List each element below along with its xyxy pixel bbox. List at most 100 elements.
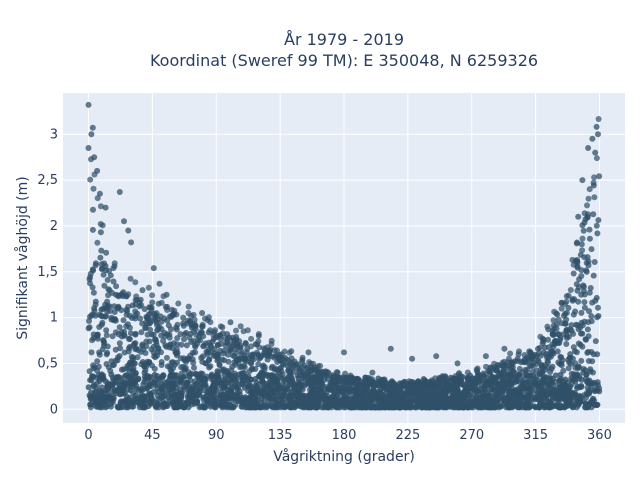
data-point <box>330 399 337 406</box>
data-point <box>455 371 462 378</box>
x-tick-label: 0 <box>84 428 92 443</box>
data-point <box>516 398 523 405</box>
data-point <box>238 370 245 377</box>
data-point <box>180 320 187 327</box>
data-point <box>387 345 394 352</box>
data-point <box>199 323 206 330</box>
data-point <box>509 403 516 410</box>
data-point <box>108 371 115 378</box>
data-point <box>540 390 547 397</box>
data-point <box>103 313 110 319</box>
data-point <box>139 287 146 294</box>
data-point <box>572 308 579 315</box>
data-point <box>221 357 228 364</box>
x-tick-label: 90 <box>208 428 225 443</box>
data-point <box>596 173 603 180</box>
data-point <box>585 262 592 269</box>
data-point <box>85 145 92 151</box>
data-point <box>563 332 570 339</box>
data-point <box>584 202 590 209</box>
data-point <box>207 342 214 349</box>
data-point <box>574 287 581 294</box>
data-point <box>125 291 132 298</box>
data-point <box>399 402 406 409</box>
data-point <box>145 403 152 410</box>
data-point <box>116 340 123 347</box>
data-point <box>566 354 573 361</box>
data-point <box>227 347 234 354</box>
data-point <box>129 368 136 375</box>
data-point <box>100 338 107 345</box>
data-point <box>301 401 308 408</box>
data-point <box>224 391 231 397</box>
data-point <box>192 349 199 356</box>
data-point <box>85 384 92 391</box>
data-point <box>168 373 175 380</box>
data-point <box>180 314 187 321</box>
data-point <box>594 230 601 237</box>
data-point <box>91 154 98 161</box>
data-point <box>418 381 425 388</box>
data-point <box>122 372 129 379</box>
data-point <box>563 341 570 347</box>
data-point <box>264 353 271 360</box>
data-point <box>575 298 582 305</box>
data-point <box>288 376 295 383</box>
data-point <box>150 331 157 338</box>
data-point <box>116 382 123 389</box>
data-point <box>555 339 562 346</box>
data-point <box>216 362 223 368</box>
data-point <box>207 327 214 334</box>
data-point <box>450 393 457 400</box>
data-point <box>554 311 561 318</box>
data-point <box>132 330 139 337</box>
data-point <box>314 378 321 384</box>
data-point <box>102 399 109 406</box>
data-point <box>111 309 118 315</box>
data-point <box>99 346 106 353</box>
x-tick-label: 45 <box>144 428 161 443</box>
data-point <box>537 333 544 340</box>
data-point <box>514 358 521 364</box>
data-point <box>440 389 447 395</box>
data-point <box>540 363 547 370</box>
data-point <box>381 376 388 383</box>
data-point <box>165 394 172 401</box>
data-point <box>160 337 167 344</box>
data-point <box>584 326 591 333</box>
data-point <box>181 357 188 364</box>
data-point <box>156 280 163 287</box>
data-point <box>120 317 127 324</box>
data-point <box>569 256 576 263</box>
data-point <box>135 347 142 353</box>
data-point <box>183 342 190 349</box>
data-point <box>580 227 587 234</box>
data-point <box>190 311 197 318</box>
data-point <box>96 397 102 404</box>
data-point <box>550 330 557 337</box>
data-point <box>382 401 389 408</box>
data-point <box>483 401 490 408</box>
data-point <box>490 399 497 406</box>
data-point <box>591 259 598 265</box>
x-axis-ticks: 0 45 90 135 180 225 270 315 360 <box>84 428 611 443</box>
data-point <box>328 379 335 386</box>
data-point <box>97 229 104 236</box>
data-point <box>435 393 442 400</box>
data-point <box>420 401 427 408</box>
data-point <box>136 299 143 306</box>
data-point <box>579 330 586 337</box>
data-point <box>473 388 480 395</box>
data-point <box>285 366 292 373</box>
data-point <box>555 316 562 323</box>
data-point <box>229 363 236 370</box>
data-point <box>484 389 491 396</box>
data-point <box>122 381 129 388</box>
data-point <box>121 332 127 339</box>
data-point <box>117 400 124 407</box>
data-point <box>175 392 182 399</box>
data-point <box>524 354 531 361</box>
data-point <box>507 350 514 357</box>
data-point <box>509 392 515 399</box>
data-point <box>86 368 93 375</box>
